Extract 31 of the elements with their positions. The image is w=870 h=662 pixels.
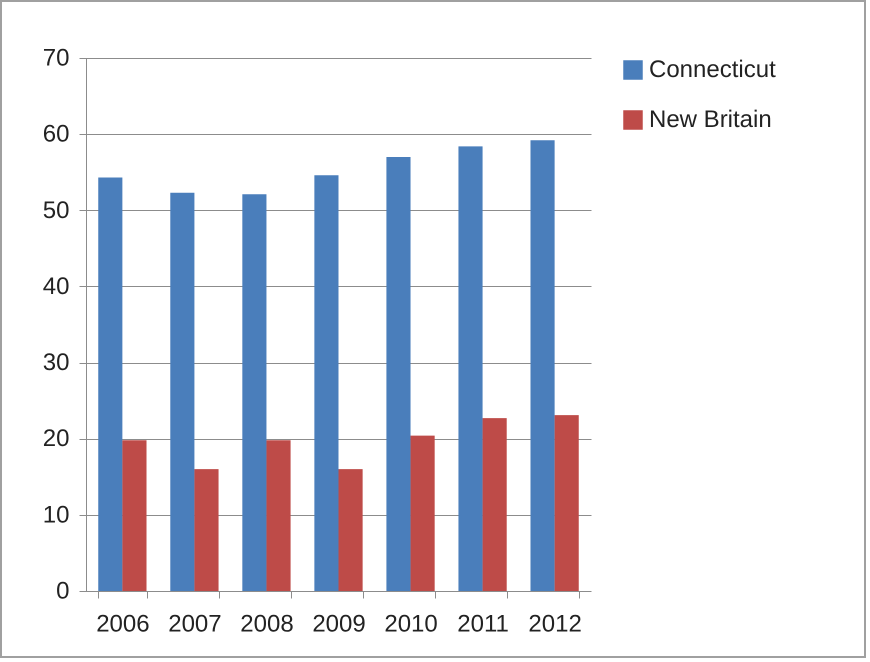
x-tick-label: 2012 <box>528 610 582 638</box>
x-tick-label: 2011 <box>457 610 509 638</box>
bar <box>386 156 411 591</box>
y-tick-label: 50 <box>42 196 70 224</box>
legend-label: Connecticut <box>649 56 776 83</box>
bar <box>530 140 555 591</box>
bar <box>554 415 579 591</box>
bar <box>194 469 219 591</box>
y-tick-label: 10 <box>42 501 70 528</box>
bar <box>458 146 483 591</box>
legend-label: New Britain <box>649 106 772 133</box>
bar <box>410 436 435 591</box>
bar <box>482 418 507 591</box>
x-tick-label: 2010 <box>384 610 438 638</box>
y-tick-label: 30 <box>42 349 70 376</box>
bar <box>98 178 122 591</box>
x-tick-label: 2008 <box>240 610 294 638</box>
bar <box>266 440 291 591</box>
bar <box>170 192 194 591</box>
y-tick-label: 20 <box>42 425 70 452</box>
bar <box>242 194 266 591</box>
x-tick-label: 2009 <box>312 610 366 638</box>
bar <box>122 440 147 591</box>
y-tick-label: 0 <box>56 578 70 604</box>
x-tick-label: 2007 <box>168 610 222 638</box>
x-tick-label: 2006 <box>96 610 150 638</box>
y-tick-label: 40 <box>42 272 70 300</box>
y-tick-label: 70 <box>42 44 70 72</box>
y-tick-label: 60 <box>42 120 70 148</box>
bar <box>338 469 363 591</box>
bar <box>314 175 338 591</box>
